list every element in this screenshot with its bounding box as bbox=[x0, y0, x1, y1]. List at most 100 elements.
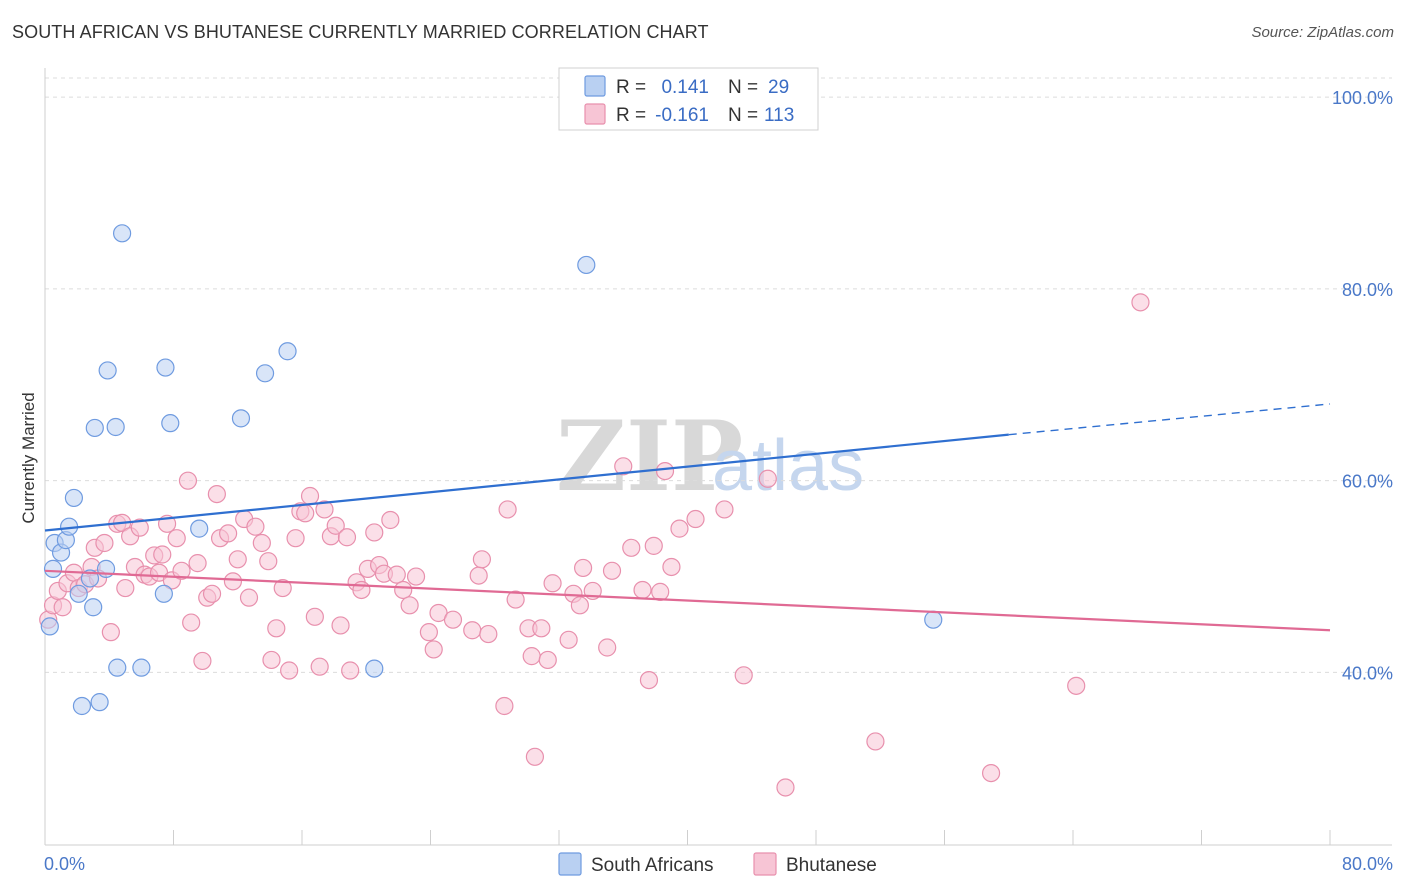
series-legend-swatch-south-africans bbox=[558, 852, 582, 876]
x-tick-label: 0.0% bbox=[44, 854, 85, 874]
source-label: Source: ZipAtlas.com bbox=[1251, 24, 1394, 41]
bhutanese-point bbox=[286, 529, 305, 548]
bhutanese-point bbox=[655, 461, 675, 481]
legend-n-value-a: 29 bbox=[768, 77, 789, 98]
south-african-point bbox=[161, 414, 180, 433]
series-legend-swatch-bhutanese bbox=[753, 852, 777, 876]
legend-r-value-a: 0.141 bbox=[661, 77, 709, 98]
south-african-point bbox=[190, 519, 209, 538]
y-tick-label: 80.0% bbox=[1342, 280, 1393, 300]
bhutanese-point bbox=[424, 640, 443, 659]
bhutanese-point bbox=[331, 616, 350, 635]
bhutanese-point bbox=[570, 596, 589, 615]
bhutanese-point bbox=[538, 650, 557, 670]
bhutanese-point bbox=[172, 561, 191, 580]
bhutanese-point bbox=[559, 630, 578, 649]
bhutanese-point bbox=[715, 500, 734, 519]
legend-r-label-b: R = bbox=[616, 105, 646, 126]
bhutanese-point bbox=[341, 661, 360, 680]
trend-lines bbox=[44, 403, 1331, 632]
bhutanese-point bbox=[267, 619, 286, 638]
bhutanese-point bbox=[193, 651, 212, 671]
bhutanese-point bbox=[239, 588, 259, 607]
chart-title: SOUTH AFRICAN VS BHUTANESE CURRENTLY MAR… bbox=[12, 22, 709, 42]
bhutanese-point bbox=[1131, 293, 1150, 312]
bhutanese-point bbox=[202, 584, 222, 603]
south-african-point bbox=[80, 569, 100, 588]
bhutanese-point bbox=[387, 565, 406, 584]
bhutanese-point bbox=[262, 650, 281, 670]
bhutanese-point bbox=[633, 580, 652, 600]
bhutanese-point bbox=[400, 596, 419, 615]
bhutanese-point bbox=[495, 696, 514, 716]
bhutanese-point bbox=[252, 533, 271, 553]
south-african-trend-extension bbox=[1008, 403, 1331, 436]
legend-swatch-south-africans bbox=[584, 75, 606, 97]
stats-legend: R = 0.141 N = 29 R = -0.161 N = 113 bbox=[558, 67, 819, 131]
watermark: ZIP atlas bbox=[556, 400, 864, 513]
bhutanese-point bbox=[207, 484, 226, 504]
y-tick-label: 40.0% bbox=[1342, 663, 1393, 683]
south-african-point bbox=[577, 255, 596, 275]
bhutanese-point bbox=[1067, 676, 1086, 695]
south-african-points bbox=[40, 224, 943, 716]
legend-n-value-b: 113 bbox=[764, 105, 794, 126]
legend-n-label-a: N = bbox=[728, 77, 758, 98]
bhutanese-point bbox=[326, 516, 345, 535]
y-tick-labels: 100.0% 80.0% 60.0% 40.0% bbox=[1332, 88, 1393, 683]
bhutanese-point bbox=[223, 572, 243, 591]
bhutanese-point bbox=[419, 623, 438, 642]
bhutanese-point bbox=[310, 657, 329, 676]
bhutanese-point bbox=[101, 623, 120, 642]
south-african-point bbox=[98, 361, 117, 380]
bhutanese-point bbox=[280, 661, 299, 680]
axes bbox=[44, 68, 1392, 846]
series-legend-label-bhutanese: Bhutanese bbox=[786, 855, 877, 876]
legend-r-value-b: -0.161 bbox=[655, 105, 709, 126]
bhutanese-point bbox=[178, 471, 198, 490]
bhutanese-point bbox=[573, 558, 593, 578]
bhutanese-point bbox=[182, 613, 201, 632]
bhutanese-point bbox=[981, 763, 1001, 783]
bhutanese-point bbox=[686, 509, 705, 529]
bhutanese-point bbox=[273, 578, 292, 598]
bhutanese-point bbox=[498, 500, 517, 519]
bhutanese-point bbox=[130, 518, 149, 537]
bhutanese-point bbox=[639, 670, 659, 690]
y-tick-label: 100.0% bbox=[1332, 88, 1393, 108]
bhutanese-point bbox=[352, 580, 371, 600]
bhutanese-point bbox=[525, 747, 545, 766]
bhutanese-trend-line bbox=[44, 569, 1331, 632]
bhutanese-point bbox=[406, 567, 426, 586]
bhutanese-point bbox=[670, 519, 689, 538]
watermark-zip: ZIP bbox=[556, 400, 743, 513]
bhutanese-point bbox=[598, 638, 617, 657]
south-african-trend-line bbox=[44, 433, 1009, 532]
bhutanese-point bbox=[300, 486, 320, 506]
y-gridlines bbox=[45, 77, 1392, 673]
bhutanese-point bbox=[866, 732, 885, 751]
bhutanese-point bbox=[381, 510, 400, 530]
bhutanese-point bbox=[188, 554, 207, 573]
south-african-point bbox=[43, 559, 63, 578]
south-african-point bbox=[106, 417, 125, 437]
south-african-point bbox=[365, 659, 384, 678]
south-african-point bbox=[156, 358, 175, 377]
bhutanese-point bbox=[644, 536, 663, 555]
bhutanese-point bbox=[522, 647, 541, 666]
south-african-point bbox=[108, 658, 127, 677]
bhutanese-point bbox=[602, 561, 622, 580]
south-african-point bbox=[84, 598, 103, 617]
bhutanese-point bbox=[662, 557, 681, 577]
bhutanese-point bbox=[315, 500, 334, 519]
bhutanese-point bbox=[651, 582, 670, 601]
legend-r-label-a: R = bbox=[616, 77, 646, 98]
south-african-point bbox=[112, 224, 132, 243]
bhutanese-point bbox=[365, 523, 384, 542]
south-african-point bbox=[40, 617, 59, 636]
south-african-point bbox=[72, 696, 92, 716]
bhutanese-point bbox=[167, 529, 186, 548]
bhutanese-point bbox=[53, 598, 72, 617]
south-african-point bbox=[278, 342, 297, 361]
